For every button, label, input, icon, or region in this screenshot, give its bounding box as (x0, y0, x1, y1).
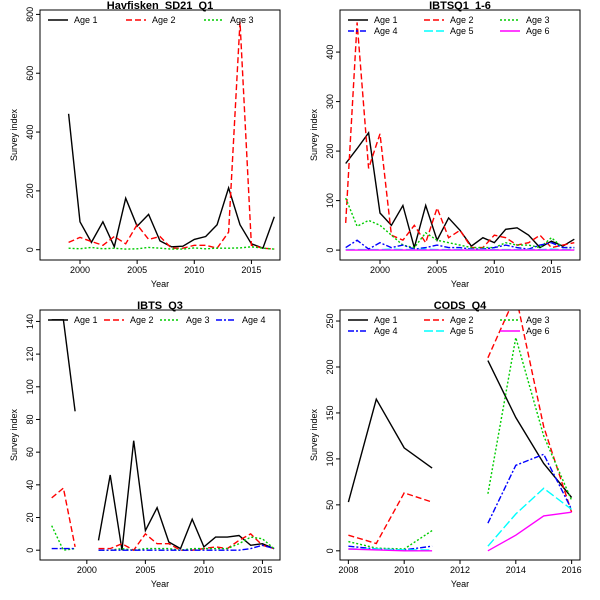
y-tick-label: 0 (25, 548, 35, 553)
x-tick-label: 2000 (77, 565, 97, 575)
y-tick-label: 100 (25, 379, 35, 394)
y-tick-label: 100 (325, 451, 335, 466)
legend-label: Age 3 (230, 15, 254, 25)
x-axis-title: Year (151, 279, 169, 289)
x-tick-label: 2010 (194, 565, 214, 575)
x-tick-label: 2016 (562, 565, 582, 575)
x-axis-title: Year (451, 579, 469, 589)
y-tick-label: 120 (25, 347, 35, 362)
y-tick-label: 150 (325, 405, 335, 420)
series-line-age-4 (345, 239, 575, 250)
series-line-age-2 (51, 486, 275, 552)
legend-label: Age 1 (74, 315, 98, 325)
legend-label: Age 6 (526, 26, 550, 36)
series-line-age-2 (68, 21, 275, 250)
y-tick-label: 200 (325, 144, 335, 159)
plot-frame (39, 309, 281, 561)
x-tick-label: 2012 (450, 565, 470, 575)
panel-title: Havfisken_SD21_Q1 (107, 0, 213, 12)
panel-4: CODS_Q4 2008 2010 2012 2014 2016 0 50 100 150 200 2… (309, 300, 582, 589)
x-tick-label: 2000 (70, 265, 90, 275)
y-tick-label: 40 (25, 480, 35, 490)
plot-frame (339, 309, 581, 561)
legend-label: Age 2 (450, 315, 474, 325)
panel-title: IBTS_Q3 (137, 300, 183, 312)
plot-frame (339, 9, 581, 261)
y-tick-label: 140 (25, 314, 35, 329)
legend-label: Age 1 (374, 315, 398, 325)
legend-label: Age 1 (74, 15, 98, 25)
series-line-age-1 (51, 319, 275, 551)
y-axis-title: Survey index (9, 408, 19, 461)
legend-label: Age 6 (526, 326, 550, 336)
series-line-age-3 (51, 525, 275, 551)
x-tick-label: 2000 (370, 265, 390, 275)
legend-label: Age 4 (242, 315, 266, 325)
x-tick-label: 2015 (252, 565, 272, 575)
series-line-age-3 (348, 337, 573, 550)
legend-label: Age 3 (526, 315, 550, 325)
x-tick-label: 2005 (427, 265, 447, 275)
series-line-age-2 (345, 22, 575, 249)
y-tick-label: 0 (325, 248, 335, 253)
panel-title: CODS_Q4 (434, 300, 487, 312)
x-tick-label: 2005 (127, 265, 147, 275)
series-line-age-1 (347, 360, 573, 503)
panel-1: Havfisken_SD21_Q1 2000 2005 2010 2015 0 200 400… (9, 0, 281, 289)
y-tick-label: 800 (25, 7, 35, 22)
panel-title: IBTSQ1_1-6 (429, 0, 491, 12)
y-tick-label: 400 (325, 45, 335, 60)
series-line-age-3 (345, 197, 575, 249)
legend-label: Age 2 (450, 15, 474, 25)
legend-label: Age 4 (374, 26, 398, 36)
plot-frame (39, 9, 281, 261)
x-tick-label: 2008 (338, 565, 358, 575)
series-line-age-6 (348, 511, 572, 552)
legend-label: Age 5 (450, 26, 474, 36)
y-tick-label: 300 (325, 94, 335, 109)
y-tick-label: 0 (25, 247, 35, 252)
x-tick-label: 2010 (394, 565, 414, 575)
series-line-age-4 (348, 453, 573, 551)
x-tick-label: 2015 (541, 265, 561, 275)
y-tick-label: 200 (325, 359, 335, 374)
y-tick-label: 100 (325, 193, 335, 208)
y-tick-label: 80 (25, 414, 35, 424)
y-tick-label: 50 (325, 500, 335, 510)
legend-label: Age 3 (526, 15, 550, 25)
x-tick-label: 2010 (484, 265, 504, 275)
y-axis-title: Survey index (309, 408, 319, 461)
y-tick-label: 600 (25, 66, 35, 81)
y-tick-label: 250 (325, 314, 335, 329)
panel-3: IBTS_Q3 2000 2005 2010 2015 0 20 40 60 80 100 120 14… (9, 300, 281, 589)
series-line-age-1 (67, 113, 275, 250)
y-axis-title: Survey index (309, 108, 319, 161)
series-line-age-4 (51, 544, 275, 551)
x-tick-label: 2014 (506, 565, 526, 575)
series-line-age-1 (345, 130, 575, 251)
x-axis-title: Year (451, 279, 469, 289)
y-tick-label: 20 (25, 513, 35, 523)
y-axis-title: Survey index (9, 108, 19, 161)
x-tick-label: 2005 (135, 565, 155, 575)
legend-label: Age 4 (374, 326, 398, 336)
y-tick-label: 400 (25, 125, 35, 140)
x-tick-label: 2010 (184, 265, 204, 275)
y-tick-label: 200 (25, 183, 35, 198)
legend-label: Age 5 (450, 326, 474, 336)
y-tick-label: 0 (325, 548, 335, 553)
legend-label: Age 2 (152, 15, 176, 25)
panel-2: IBTSQ1_1-6 2000 2005 2010 2015 0 100 200 300 400 Y… (309, 0, 581, 289)
legend-label: Age 3 (186, 315, 210, 325)
legend-label: Age 1 (374, 15, 398, 25)
legend-label: Age 2 (130, 315, 154, 325)
x-axis-title: Year (151, 579, 169, 589)
y-tick-label: 60 (25, 447, 35, 457)
x-tick-label: 2015 (241, 265, 261, 275)
